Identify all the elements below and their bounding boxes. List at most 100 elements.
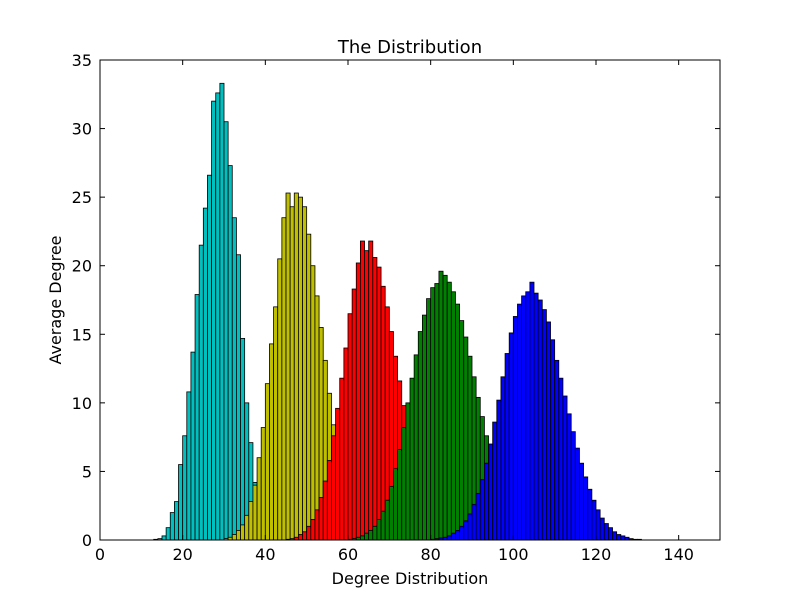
chart-title: The Distribution (337, 37, 482, 58)
histogram-bar-series-4 (450, 291, 456, 541)
histogram-bar-series-3 (372, 257, 378, 541)
histogram-bar-series-5 (616, 534, 622, 541)
histogram-bar-series-2 (240, 524, 246, 541)
histogram-bar-series-2 (260, 427, 266, 541)
histogram-bar-series-4 (401, 427, 407, 541)
histogram-bar-series-2 (302, 206, 308, 541)
histogram-bar-series-4 (409, 377, 415, 541)
histogram-bar-series-1 (165, 527, 171, 541)
histogram-bar-series-5 (554, 359, 560, 541)
histogram-bar-series-2 (297, 196, 303, 541)
histogram-bar-series-5 (620, 535, 626, 541)
histogram-bar-series-5 (566, 413, 572, 541)
histogram-bar-series-4 (405, 402, 411, 541)
histogram-bar-series-3 (297, 534, 303, 541)
histogram-bar-series-4 (430, 287, 436, 541)
histogram-bar-series-4 (364, 532, 370, 541)
histogram-bar-series-2 (269, 343, 275, 541)
histogram-bar-series-5 (496, 399, 502, 541)
histogram-bar-series-5 (521, 295, 527, 541)
y-tick-label: 10 (72, 394, 92, 413)
histogram-bar-series-5 (546, 321, 551, 541)
histogram-bar-series-4 (388, 486, 394, 541)
histogram-bar-series-3 (364, 250, 370, 541)
histogram-bar-series-4 (368, 530, 374, 541)
histogram-bar-series-4 (376, 519, 382, 541)
histogram-bar-series-5 (603, 523, 609, 541)
histogram-bar-series-3 (368, 240, 374, 541)
histogram-bar-series-3 (331, 435, 337, 541)
histogram-bar-series-5 (579, 462, 584, 541)
histogram-bar-series-2 (252, 484, 258, 541)
histogram-bar-series-4 (384, 499, 390, 541)
histogram-bar-series-3 (376, 266, 382, 541)
histogram-bar-series-2 (306, 233, 312, 541)
bars-layer (153, 82, 642, 541)
histogram-bar-series-2 (310, 265, 316, 541)
histogram-bar-series-4 (393, 468, 399, 541)
histogram-bar-series-5 (459, 525, 465, 541)
x-tick-label: 80 (420, 545, 440, 564)
y-tick-label: 25 (72, 188, 92, 207)
histogram-bar-series-5 (591, 499, 597, 541)
histogram-bar-series-5 (479, 479, 485, 541)
plot-frame (99, 59, 721, 541)
histogram-bar-series-1 (240, 337, 246, 541)
histogram-bar-series-2 (248, 501, 254, 541)
ticks-layer: 0 20 40 60 80 100 120 140 0 5 10 15 20 25 30 35 (72, 51, 720, 564)
histogram-bar-series-2 (293, 192, 299, 541)
histogram-bar-series-4 (413, 354, 419, 541)
histogram-bar-series-3 (318, 497, 324, 541)
histogram-bar-series-2 (256, 457, 262, 541)
histogram-bar-series-3 (339, 377, 345, 541)
histogram-bar-series-1 (190, 351, 196, 541)
histogram-bar-series-5 (550, 339, 556, 541)
histogram-bar-series-1 (235, 254, 241, 541)
histogram-bar-series-5 (533, 292, 539, 541)
histogram-bar-series-1 (186, 391, 192, 541)
histogram-bar-series-1 (207, 174, 213, 541)
histogram-bar-series-5 (541, 309, 547, 541)
histogram-bar-series-3 (306, 525, 312, 541)
histogram-bar-series-3 (302, 531, 308, 541)
x-axis-label: Degree Distribution (332, 569, 489, 588)
histogram-bar-series-1 (223, 121, 229, 541)
histogram-bar-series-1 (215, 92, 221, 541)
histogram-bar-series-5 (599, 517, 605, 541)
histogram-bar-series-1 (182, 435, 188, 541)
histogram-bar-series-5 (483, 462, 489, 541)
histogram-bar-series-5 (512, 316, 518, 541)
histogram-bar-series-4 (442, 274, 448, 541)
histogram-bar-series-4 (446, 281, 452, 541)
histogram-bar-series-4 (455, 303, 461, 541)
histogram-bar-series-5 (570, 431, 576, 541)
histogram-bar-series-2 (273, 306, 279, 541)
histogram-bar-series-5 (558, 377, 564, 541)
histogram-bar-series-2 (231, 534, 237, 541)
histogram-bar-series-2 (281, 217, 287, 541)
y-tick-label: 5 (82, 462, 92, 481)
histogram-bar-series-5 (537, 299, 543, 541)
histogram-bar-series-3 (335, 407, 341, 541)
histogram-bar-series-1 (202, 207, 208, 541)
histogram-bar-series-3 (326, 460, 332, 541)
histogram-bar-series-3 (347, 313, 353, 541)
histogram-bar-series-2 (289, 206, 295, 541)
histogram-bar-series-1 (211, 100, 217, 541)
histogram-bar-series-5 (562, 395, 568, 541)
x-tick-label: 20 (172, 545, 192, 564)
histogram-bar-series-5 (529, 281, 535, 541)
x-tick-label: 40 (255, 545, 275, 564)
histogram-bar-series-1 (178, 464, 184, 541)
y-tick-label: 0 (82, 531, 92, 550)
histogram-bar-series-5 (508, 332, 514, 541)
histogram-bar-series-4 (438, 270, 444, 541)
x-tick-label: 140 (663, 545, 694, 564)
histogram-bar-series-4 (426, 298, 432, 541)
histogram-bar-series-4 (417, 331, 423, 541)
histogram-bar-series-3 (310, 519, 316, 541)
histogram-bar-series-1 (219, 82, 225, 541)
y-tick-label: 30 (72, 120, 92, 139)
histogram-bar-series-1 (198, 244, 204, 541)
